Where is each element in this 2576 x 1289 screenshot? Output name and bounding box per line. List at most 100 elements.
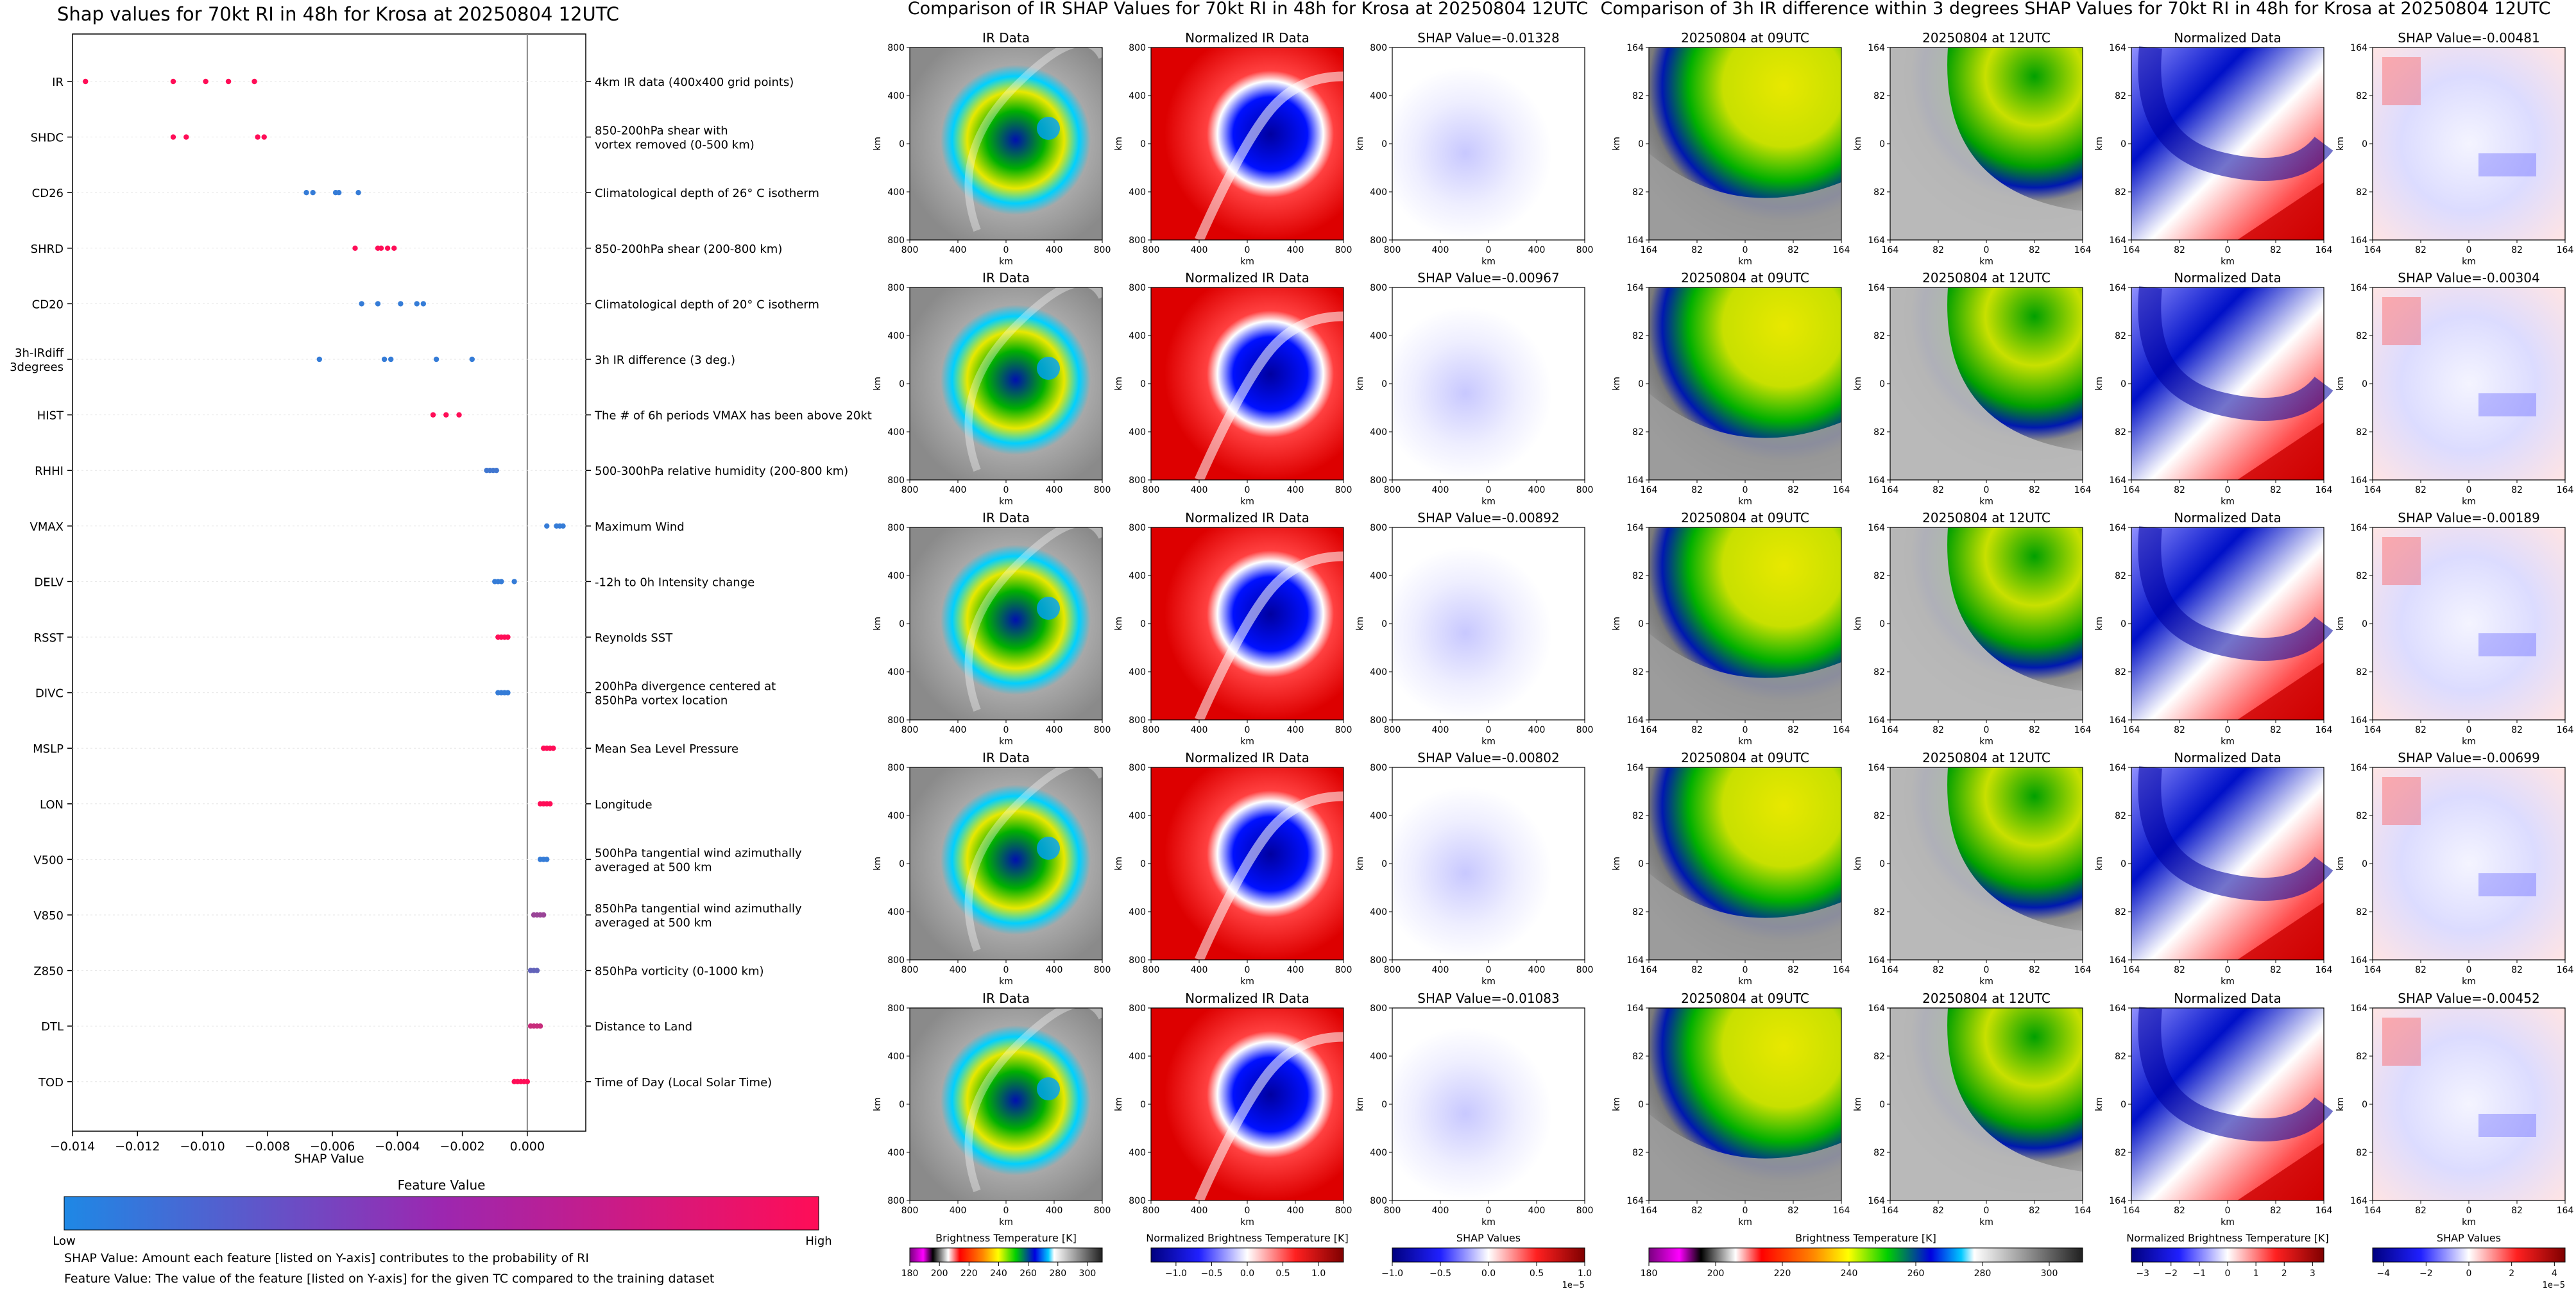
y-tick-label: 0 [1140, 859, 1146, 869]
feature-label: 3degrees [10, 361, 64, 374]
x-axis-label: km [1738, 977, 1752, 987]
x-tick-label: 82 [1932, 485, 1944, 495]
x-axis-label: km [999, 977, 1013, 987]
x-tick-label: 0 [2225, 245, 2231, 255]
y-tick-label: 82 [1632, 91, 1644, 101]
cold-band [2138, 526, 2333, 661]
y-tick-label: 800 [887, 283, 905, 293]
panel-image [1392, 767, 1585, 960]
feature-label: CD20 [32, 298, 64, 311]
panel-title: SHAP Value=-0.01083 [1417, 991, 1559, 1006]
feature-label: CD26 [32, 187, 64, 200]
shap-point [414, 301, 420, 307]
y-tick-label: 0 [2120, 139, 2126, 149]
x-tick-label: 400 [1046, 965, 1063, 975]
x-tick-label: 164 [1641, 485, 1658, 495]
panel-title: 20250804 at 09UTC [1681, 30, 1809, 46]
x-tick-label: 164 [1882, 725, 1899, 735]
colorbar-tick-label: 1 [2253, 1268, 2259, 1279]
x-axis-label: km [2462, 257, 2476, 267]
panel-title: SHAP Value=-0.01328 [1417, 30, 1559, 46]
y-tick-label: 400 [1370, 427, 1387, 438]
y-tick-label: 400 [1370, 571, 1387, 581]
x-axis-label: km [1481, 737, 1496, 747]
shap-point [391, 245, 397, 251]
y-tick-label: 164 [1868, 283, 1885, 293]
x-axis-label: km [2221, 977, 2235, 987]
y-tick-label: 164 [1868, 1003, 1885, 1014]
y-tick-label: 400 [887, 427, 905, 438]
colorbar-tick-label: 300 [1079, 1268, 1096, 1279]
y-tick-label: 82 [2115, 427, 2126, 438]
x-tick-label: 400 [950, 965, 967, 975]
panel-title: Normalized IR Data [1185, 30, 1309, 46]
y-tick-label: 0 [1381, 619, 1387, 629]
feature-label: IR [52, 76, 64, 89]
y-tick-label: 800 [1129, 955, 1146, 966]
panel-image [2373, 527, 2565, 720]
panel-image [2373, 287, 2565, 480]
y-tick-label: 82 [2115, 1052, 2126, 1062]
x-tick-label: 82 [1932, 965, 1944, 975]
y-tick-label: 164 [1868, 235, 1885, 246]
panel-title: IR Data [982, 510, 1030, 525]
warm-region [2237, 1143, 2324, 1200]
clear-sky-region [1649, 873, 1841, 960]
y-tick-label: 400 [887, 667, 905, 678]
x-tick-label: 800 [1094, 725, 1111, 735]
y-tick-label: 800 [887, 1003, 905, 1014]
x-tick-label: 82 [1787, 965, 1799, 975]
y-tick-label: 164 [1868, 763, 1885, 773]
y-tick-label: 0 [1381, 139, 1387, 149]
clear-sky-region [1890, 527, 2083, 720]
x-tick-label: 400 [1046, 485, 1063, 495]
panel-title: SHAP Value=-0.00802 [1417, 750, 1559, 765]
clear-sky-region [1649, 153, 1841, 240]
y-tick-label: 82 [2356, 1148, 2367, 1158]
y-tick-label: 400 [1129, 571, 1146, 581]
shap-point [183, 134, 189, 140]
colorbar-tick-label: −3 [2136, 1268, 2149, 1279]
x-tick-label: 164 [2364, 485, 2382, 495]
panel-title: 20250804 at 12UTC [1922, 30, 2051, 46]
y-tick-label: 164 [1626, 763, 1644, 773]
panel-title: SHAP Value=-0.00189 [2398, 510, 2539, 525]
feature-description: Climatological depth of 26° C isotherm [595, 187, 819, 200]
x-tick-label: 82 [2415, 965, 2427, 975]
shap-point [540, 912, 547, 918]
y-tick-label: 82 [1873, 187, 1885, 198]
shap-point [544, 857, 550, 862]
x-tick-label: 164 [1641, 1206, 1658, 1216]
shap-negative-patch [2478, 153, 2536, 176]
y-tick-label: 400 [1129, 91, 1146, 101]
y-tick-label: 164 [1868, 1196, 1885, 1206]
y-tick-label: 82 [1873, 1148, 1885, 1158]
y-tick-label: 164 [2350, 1196, 2367, 1206]
x-tick-label: 164 [1882, 245, 1899, 255]
x-tick-label: 0.000 [510, 1140, 545, 1154]
x-tick-label: −0.010 [180, 1140, 225, 1154]
x-tick-label: 82 [2511, 485, 2523, 495]
warm-region [2237, 902, 2324, 960]
x-tick-label: 82 [1691, 965, 1703, 975]
storm-eye [1037, 837, 1060, 860]
x-tick-label: −0.014 [50, 1140, 95, 1154]
panel-title: 20250804 at 12UTC [1922, 270, 2051, 286]
x-tick-label: 164 [2316, 1206, 2333, 1216]
panel-image [1392, 287, 1585, 480]
y-axis-label: km [1612, 377, 1622, 391]
colorbar-tick-label: 280 [1049, 1268, 1066, 1279]
feature-description: Climatological depth of 20° C isotherm [595, 298, 819, 311]
shap-summary-plot: Shap values for 70kt RI in 48h for Krosa… [10, 3, 872, 1286]
x-axis-label: km [2462, 737, 2476, 747]
feature-label: RHHI [35, 465, 64, 478]
x-tick-label: 82 [2029, 725, 2040, 735]
feature-description: 4km IR data (400x400 grid points) [595, 76, 794, 89]
x-tick-label: 0 [1984, 965, 1990, 975]
y-tick-label: 164 [2350, 955, 2367, 966]
shap-point [550, 746, 556, 751]
x-tick-label: 0 [1984, 245, 1990, 255]
